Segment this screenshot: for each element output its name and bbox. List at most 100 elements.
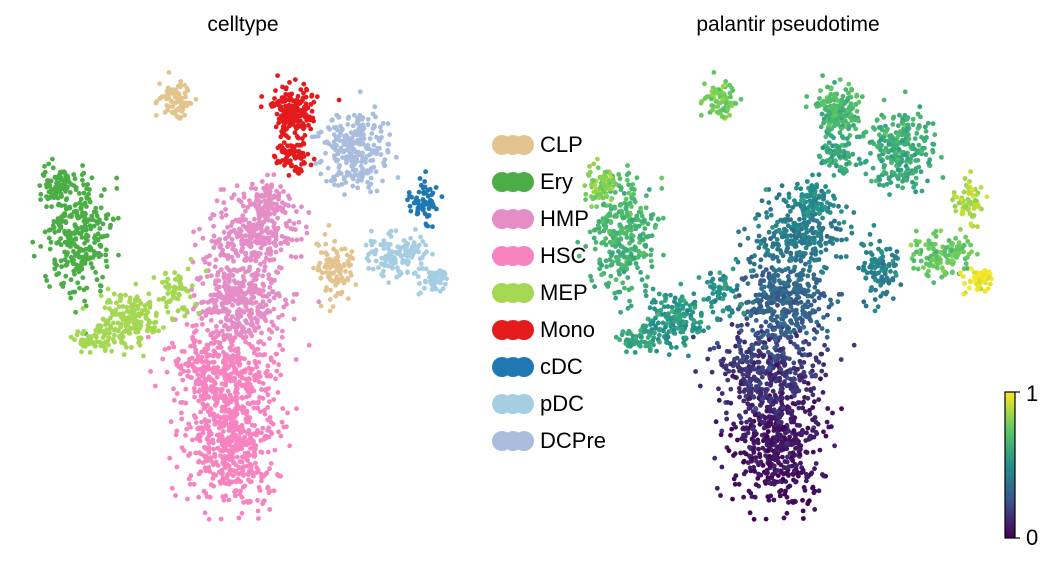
cell-point <box>845 97 850 103</box>
cell-point <box>77 285 82 291</box>
cell-point <box>821 473 827 479</box>
cell-point <box>287 196 292 202</box>
cell-point <box>46 235 52 241</box>
cell-point <box>262 204 267 209</box>
cell-point <box>56 180 61 186</box>
cell-point <box>718 432 724 438</box>
cell-point <box>833 254 839 259</box>
cell-point <box>705 356 711 362</box>
cell-point <box>785 233 790 239</box>
cell-point <box>196 450 202 455</box>
cell-point <box>135 329 141 335</box>
cell-point <box>229 254 235 260</box>
cell-point <box>824 99 830 104</box>
cell-point <box>64 186 70 192</box>
cell-point <box>259 430 264 436</box>
cell-point <box>243 329 248 335</box>
cell-point <box>211 212 217 218</box>
cell-point <box>836 221 842 226</box>
cell-point <box>270 207 276 212</box>
cell-point <box>230 455 236 461</box>
cell-point <box>196 376 202 382</box>
cell-point <box>251 277 257 283</box>
cell-point <box>214 396 220 402</box>
cell-point <box>405 241 410 247</box>
cell-point <box>184 103 190 109</box>
cell-point <box>430 284 436 290</box>
cell-point <box>837 109 843 114</box>
cell-point <box>766 294 772 300</box>
cell-point <box>220 308 226 314</box>
cell-point <box>813 373 818 379</box>
cell-point <box>772 453 777 458</box>
cell-point <box>355 185 361 191</box>
cell-point <box>223 212 229 218</box>
cell-point <box>52 229 58 235</box>
cell-point <box>80 306 86 311</box>
cell-point <box>750 426 756 432</box>
cell-point <box>726 349 732 354</box>
cell-point <box>277 106 283 112</box>
cell-point <box>199 419 205 425</box>
cell-point <box>430 224 435 230</box>
cell-point <box>273 249 279 255</box>
cell-point <box>121 352 127 357</box>
cell-point <box>823 134 829 140</box>
cell-point <box>295 107 301 113</box>
cell-point <box>266 191 272 197</box>
cell-point <box>118 324 123 330</box>
cell-point <box>798 186 804 192</box>
cell-point <box>430 251 435 257</box>
cell-point <box>306 122 311 128</box>
cell-point <box>764 381 770 387</box>
cell-point <box>829 118 835 123</box>
cell-point <box>787 369 793 375</box>
cell-point <box>287 151 293 157</box>
cell-point <box>737 344 742 349</box>
cell-point <box>760 308 766 314</box>
cell-point <box>296 101 302 106</box>
cell-point <box>115 215 121 221</box>
cell-point <box>825 406 831 411</box>
cell-point <box>271 306 277 312</box>
cell-point <box>774 314 780 319</box>
cell-point <box>263 471 269 477</box>
cell-point <box>290 147 295 153</box>
cell-point <box>327 126 332 132</box>
cell-point <box>757 451 762 457</box>
cell-point <box>428 197 433 203</box>
cell-point <box>276 191 282 197</box>
cell-point <box>831 173 837 178</box>
cell-point <box>136 320 142 325</box>
cell-point <box>725 377 731 383</box>
cell-point <box>79 235 85 240</box>
cell-point <box>51 219 57 224</box>
cell-point <box>760 413 765 419</box>
cell-point <box>745 281 751 286</box>
cell-point <box>814 329 820 335</box>
cell-point <box>839 406 844 412</box>
cell-point <box>235 390 240 396</box>
cell-point <box>841 101 847 106</box>
cell-point <box>82 298 87 304</box>
cell-point <box>191 293 197 298</box>
cell-point <box>229 362 235 368</box>
pseudotime-scatter-panel <box>575 70 994 522</box>
cell-point <box>797 315 803 321</box>
cell-point <box>213 390 219 396</box>
cell-point <box>254 226 259 232</box>
cell-point <box>133 281 139 287</box>
cell-point <box>83 251 89 257</box>
cell-point <box>211 471 216 477</box>
cell-point <box>372 239 377 245</box>
cell-point <box>202 259 208 265</box>
cell-point <box>719 362 724 368</box>
cell-point <box>234 183 240 189</box>
cell-point <box>217 340 223 346</box>
cell-point <box>775 468 781 473</box>
cell-point <box>366 265 371 271</box>
cell-point <box>213 324 219 329</box>
cell-point <box>274 351 280 357</box>
cell-point <box>47 246 53 252</box>
cell-point <box>812 284 818 290</box>
